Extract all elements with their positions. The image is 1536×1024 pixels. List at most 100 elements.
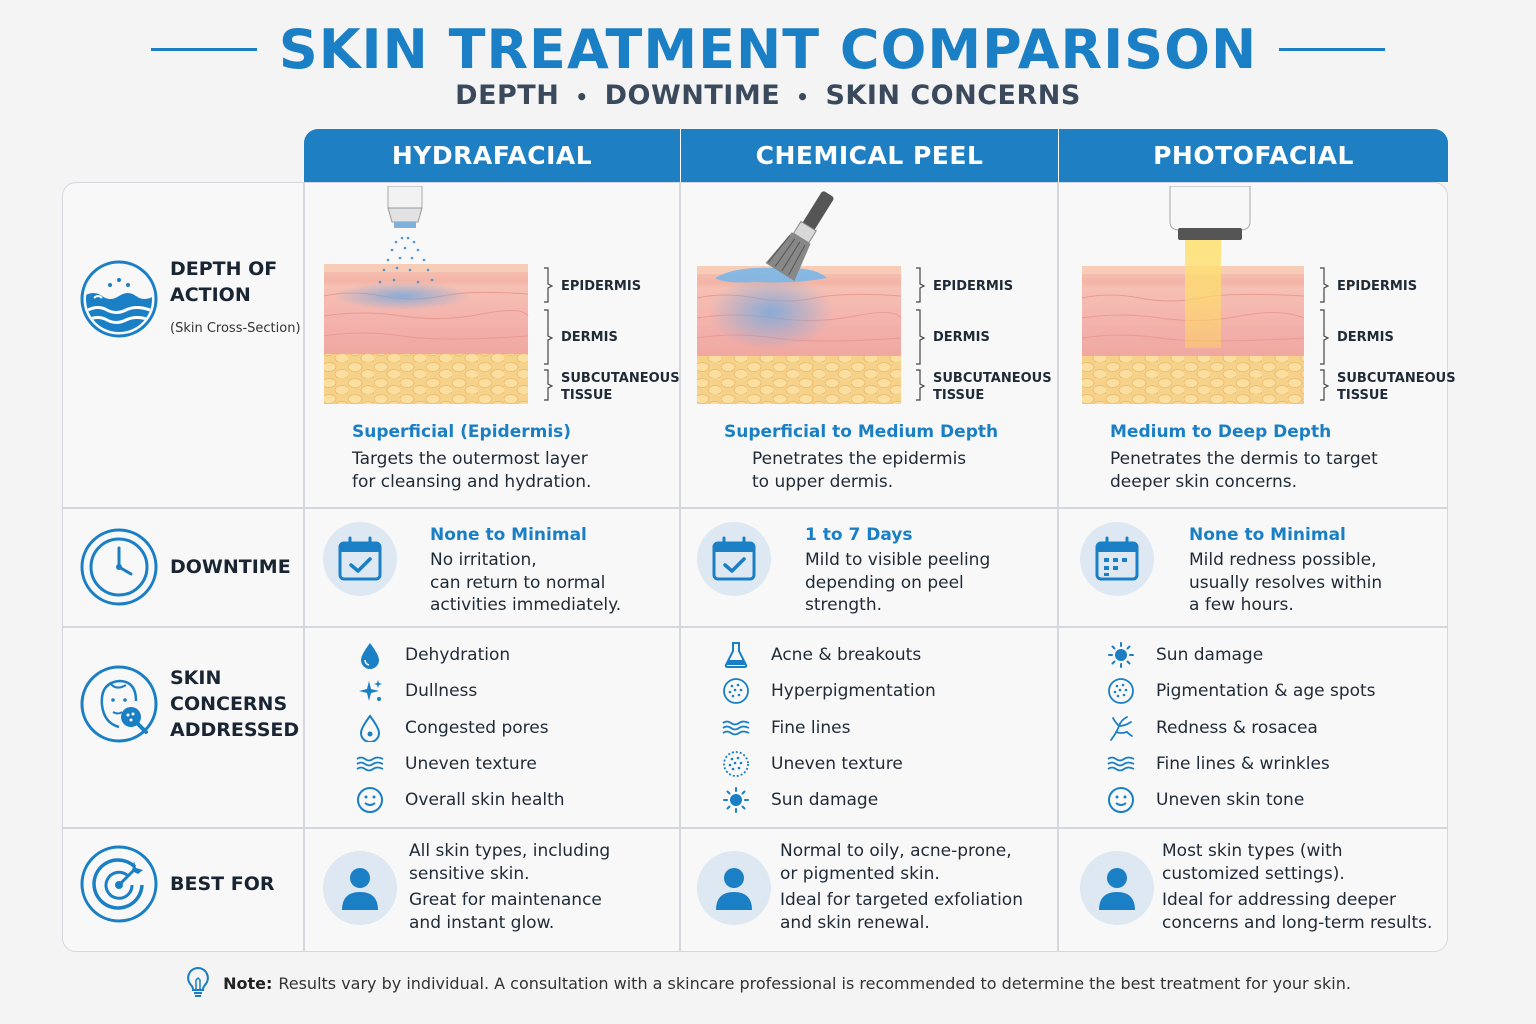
chemical-peel-best-for: Normal to oily, acne-prone, or pigmented …	[780, 841, 1023, 933]
list-item: Redness & rosacea	[1106, 710, 1376, 746]
chemical-peel-skin-diagram	[696, 191, 902, 404]
column-headers: HYDRAFACIAL CHEMICAL PEEL PHOTOFACIAL	[304, 129, 1448, 182]
subtitle-item: SKIN CONCERNS	[825, 80, 1081, 111]
row-label-line: ADDRESSED	[170, 719, 300, 741]
depth-description: Targets the outermost layer for cleansing…	[352, 449, 592, 492]
row-divider	[62, 827, 1448, 829]
waves-icon	[1106, 749, 1136, 779]
subtitle-item: DOWNTIME	[604, 80, 781, 111]
downtime-heading: 1 to 7 Days	[805, 525, 913, 545]
column-header-photofacial: PHOTOFACIAL	[1058, 129, 1448, 182]
list-item: Uneven texture	[355, 746, 565, 782]
title-row: SKIN TREATMENT COMPARISON	[0, 14, 1536, 84]
footer-note: Note: Results vary by individual. A cons…	[0, 966, 1536, 1000]
waves-icon	[355, 749, 385, 779]
layer-label-dermis: DERMIS	[1337, 330, 1394, 345]
layer-brackets	[916, 267, 926, 401]
note-label: Note:	[223, 973, 273, 993]
subtitle: DEPTH • DOWNTIME • SKIN CONCERNS	[0, 80, 1536, 111]
list-item: Sun damage	[721, 782, 936, 818]
calendar-check-icon	[697, 522, 771, 596]
row-label-line: ACTION	[170, 284, 251, 306]
row-divider	[62, 626, 1448, 628]
list-item: Overall skin health	[355, 782, 565, 818]
target-icon	[80, 845, 158, 923]
list-item: Pigmentation & age spots	[1106, 673, 1376, 709]
photofacial-depth: Medium to Deep Depth Penetrates the derm…	[1110, 422, 1378, 493]
row-divider	[62, 507, 1448, 509]
photofacial-concerns: Sun damage Pigmentation & age spots Redn…	[1106, 637, 1376, 818]
droplet-icon	[355, 640, 385, 670]
column-divider	[1057, 182, 1059, 952]
chemical-peel-depth: Superficial to Medium Depth Penetrates t…	[724, 422, 998, 493]
depth-description: Penetrates the dermis to target deeper sk…	[1110, 449, 1378, 492]
list-item: Uneven texture	[721, 746, 936, 782]
list-item: Dullness	[355, 673, 565, 709]
row-label-line: CONCERNS	[170, 693, 288, 715]
chemical-peel-concerns: Acne & breakouts Hyperpigmentation Fine …	[721, 637, 936, 818]
subtitle-separator: •	[796, 84, 810, 109]
layer-label-epidermis: EPIDERMIS	[1337, 279, 1418, 294]
row-label-concerns: SKIN CONCERNS ADDRESSED	[80, 665, 299, 743]
list-item: Congested pores	[355, 710, 565, 746]
subtitle-separator: •	[575, 84, 589, 109]
row-label-depth: DEPTH OF ACTION (Skin Cross-Section)	[80, 256, 301, 342]
face-magnifier-icon	[80, 665, 158, 743]
hydrafacial-depth: Superficial (Epidermis) Targets the oute…	[352, 422, 591, 493]
title-rule-right	[1279, 47, 1386, 51]
title-rule-left	[150, 47, 257, 51]
list-item: Hyperpigmentation	[721, 673, 936, 709]
column-header-hydrafacial: HYDRAFACIAL	[391, 141, 593, 170]
person-icon	[697, 851, 771, 925]
layer-brackets	[1320, 267, 1330, 401]
column-divider	[303, 182, 305, 952]
sun-icon	[1106, 640, 1136, 670]
person-icon	[1080, 851, 1154, 925]
dots-circle-icon	[1106, 676, 1136, 706]
list-item: Acne & breakouts	[721, 637, 936, 673]
list-item: Dehydration	[355, 637, 565, 673]
row-label-line: DEPTH OF	[170, 258, 278, 280]
lightbulb-icon	[187, 966, 209, 997]
layer-label-epidermis: EPIDERMIS	[933, 279, 1014, 294]
drop-outline-icon	[355, 713, 385, 743]
hydrafacial-downtime: None to Minimal No irritation, can return…	[430, 525, 621, 617]
hydrafacial-best-for: All skin types, including sensitive skin.…	[409, 841, 611, 933]
hydrafacial-concerns: Dehydration Dullness Congested pores Une…	[355, 637, 565, 818]
chemical-peel-downtime: 1 to 7 Days Mild to visible peeling depen…	[805, 525, 990, 617]
row-label-downtime: DOWNTIME	[80, 528, 291, 606]
note-text: Results vary by individual. A consultati…	[278, 973, 1351, 993]
downtime-description: No irritation, can return to normal activi…	[430, 550, 622, 615]
waves-icon	[721, 713, 751, 743]
layer-label-dermis: DERMIS	[933, 330, 990, 345]
layer-label-subcutaneous: SUBCUTANEOUS TISSUE	[561, 371, 680, 403]
dots-circle-icon	[721, 749, 751, 779]
list-item: Fine lines & wrinkles	[1106, 746, 1376, 782]
smiley-icon	[355, 785, 385, 815]
person-icon	[323, 851, 397, 925]
row-label-line: SKIN	[170, 667, 222, 689]
skin-waves-icon	[80, 260, 158, 338]
calendar-icon	[1080, 522, 1154, 596]
layer-label-epidermis: EPIDERMIS	[561, 279, 642, 294]
sparkle-icon	[355, 676, 385, 706]
downtime-description: Mild to visible peeling depending on peel…	[805, 550, 991, 615]
list-item: Sun damage	[1106, 637, 1376, 673]
layer-brackets	[544, 267, 554, 401]
column-divider	[679, 182, 681, 952]
list-item: Fine lines	[721, 710, 936, 746]
downtime-description: Mild redness possible, usually resolves w…	[1189, 550, 1383, 615]
downtime-heading: None to Minimal	[1189, 525, 1346, 545]
depth-heading: Superficial to Medium Depth	[724, 422, 999, 442]
row-sublabel: (Skin Cross-Section)	[170, 321, 301, 336]
clock-icon	[80, 528, 158, 606]
depth-description: Penetrates the epidermis to upper dermis.	[752, 449, 967, 492]
calendar-check-icon	[323, 522, 397, 596]
depth-heading: Superficial (Epidermis)	[352, 422, 572, 442]
depth-heading: Medium to Deep Depth	[1110, 422, 1332, 442]
photofacial-downtime: None to Minimal Mild redness possible, us…	[1189, 525, 1382, 617]
smiley-icon	[1106, 785, 1136, 815]
row-label-text: DOWNTIME	[170, 556, 291, 578]
layer-label-dermis: DERMIS	[561, 330, 618, 345]
flask-icon	[721, 640, 751, 670]
